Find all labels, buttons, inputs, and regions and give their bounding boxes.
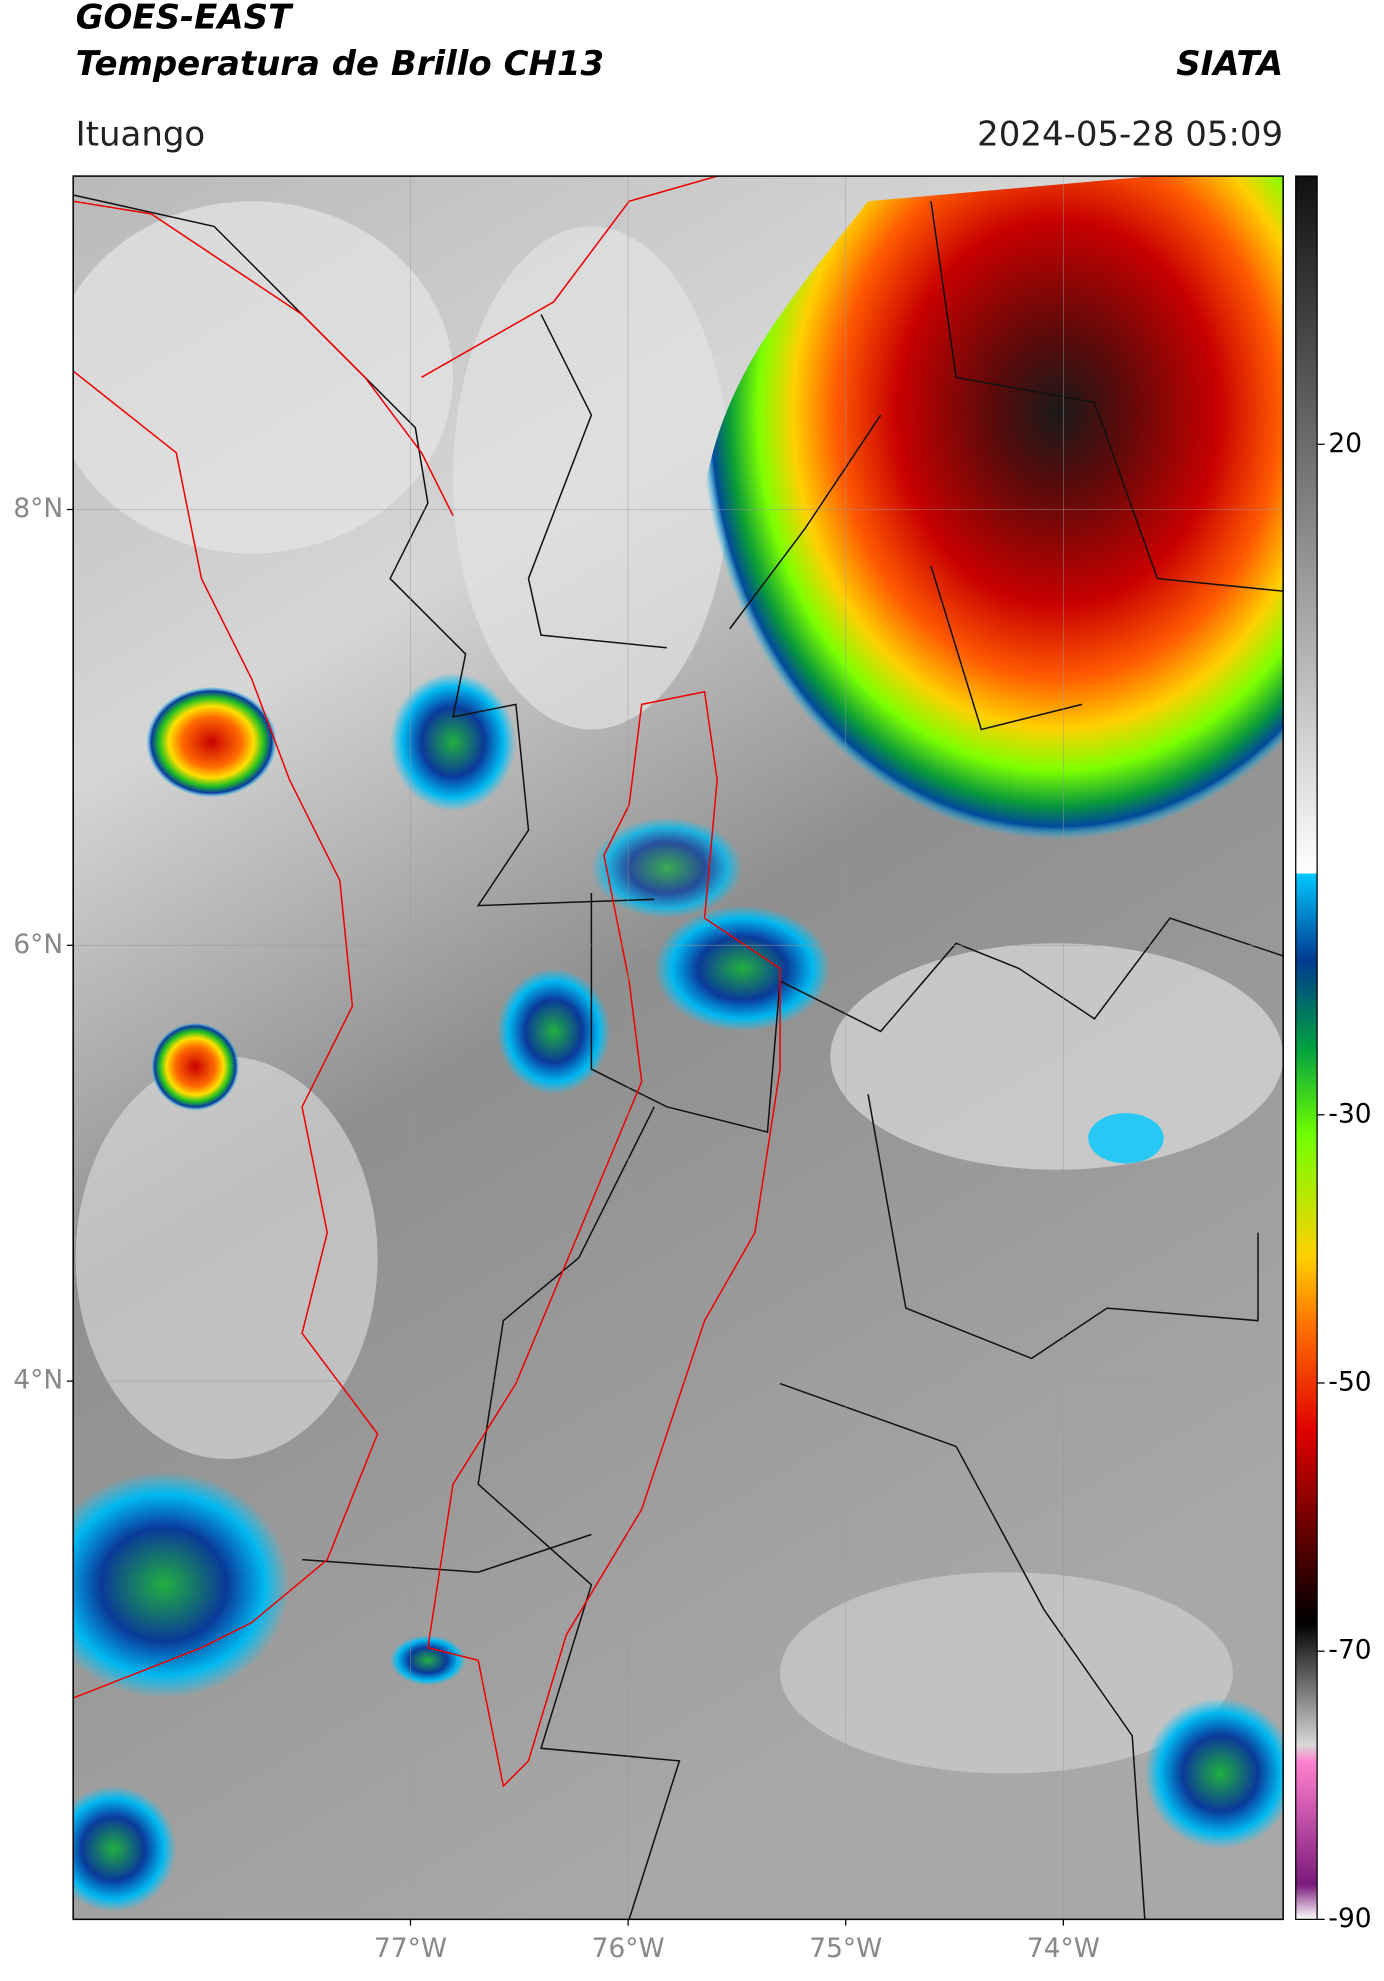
colorbar-tick-label: -30 [1328,1098,1371,1129]
colorbar-tick-label: 20 [1328,428,1362,459]
y-tick-label: 6°N [13,929,63,960]
x-tick-label: 76°W [592,1933,665,1964]
colorbar [1295,175,1318,1920]
title: GOES-EAST [76,0,294,37]
y-tick-label: 8°N [13,493,63,524]
x-tick-label: 74°W [1027,1933,1100,1964]
x-tick-label: 75°W [809,1933,882,1964]
colorbar-tick-label: -50 [1328,1366,1371,1397]
location: Ituango [76,114,206,154]
colorbar-tick-label: -70 [1328,1635,1371,1666]
map-frame [72,175,1284,1921]
datetime: 2024-05-28 05:09 [977,114,1283,154]
brand: SIATA [1176,44,1283,84]
map-image [73,176,1284,1920]
subtitle: Temperatura de Brillo CH13 [76,44,604,84]
y-tick-label: 4°N [13,1365,63,1396]
x-tick-label: 77°W [374,1933,447,1964]
graticule [73,176,1284,1920]
colorbar-tick-label: -90 [1328,1903,1371,1934]
